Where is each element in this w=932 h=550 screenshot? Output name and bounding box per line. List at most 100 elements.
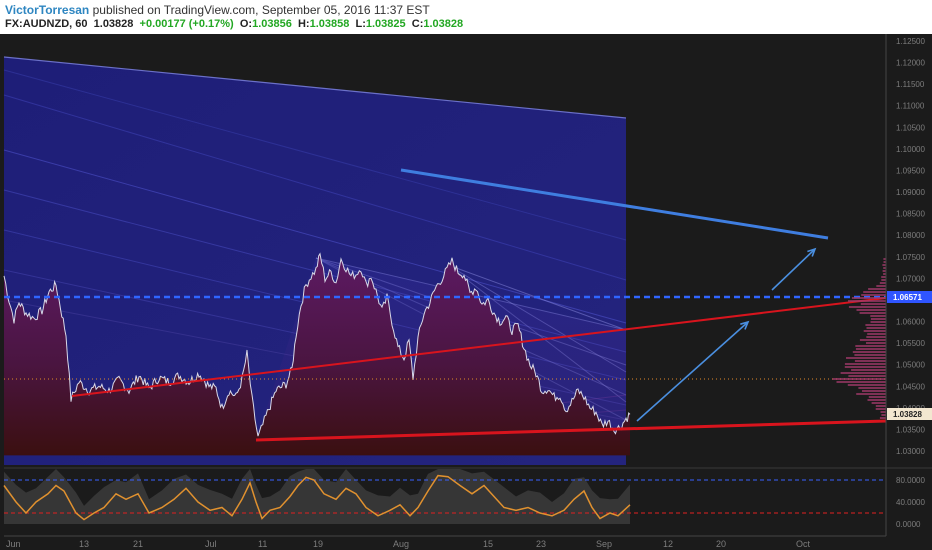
volume-bar xyxy=(882,270,886,272)
x-tick-label: Sep xyxy=(596,539,612,549)
blue-trendline xyxy=(400,168,829,240)
x-tick-label: Oct xyxy=(796,539,811,549)
volume-bar xyxy=(848,306,886,308)
arrow-up-1-head xyxy=(740,320,750,330)
y-tick-label: 1.09000 xyxy=(896,188,925,197)
volume-bar xyxy=(883,273,886,275)
volume-bar xyxy=(848,300,886,302)
volume-bar xyxy=(880,411,886,413)
close-label: C: xyxy=(411,18,424,30)
x-tick-label: 11 xyxy=(258,539,267,549)
last-price: 1.03828 xyxy=(93,18,134,30)
y-tick-label: 1.07000 xyxy=(896,274,925,283)
price-tag-label: 1.03828 xyxy=(893,410,922,419)
volume-bar xyxy=(879,417,886,419)
volume-bar xyxy=(871,402,886,404)
volume-bar xyxy=(840,372,886,374)
author-link[interactable]: VictorTorresan xyxy=(5,3,90,17)
volume-bar xyxy=(854,360,886,362)
volume-bar xyxy=(856,309,886,311)
arrow-up-1 xyxy=(636,321,749,422)
osc-tick-label: 0.0000 xyxy=(896,520,921,529)
publish-line: VictorTorresan published on TradingView.… xyxy=(5,3,430,17)
x-tick-label: 20 xyxy=(716,539,726,549)
volume-bar xyxy=(881,276,886,278)
volume-bar xyxy=(875,408,886,410)
open-label: O: xyxy=(239,18,253,30)
price-tag-bg xyxy=(887,408,932,420)
volume-bar xyxy=(882,264,886,266)
fan-line xyxy=(3,69,627,241)
volume-bar xyxy=(860,303,886,305)
y-tick-label: 1.04500 xyxy=(896,382,925,391)
symbol-label: FX:AUDNZD, 60 xyxy=(5,18,88,30)
volume-bar xyxy=(856,393,886,395)
volume-bar xyxy=(855,345,886,347)
change-value: +0.00177 (+0.17%) xyxy=(139,18,234,30)
y-tick-label: 1.08500 xyxy=(896,210,925,219)
x-tick-label: 13 xyxy=(79,539,89,549)
volume-bar xyxy=(851,297,886,299)
volume-bar xyxy=(836,381,886,383)
chart-header: VictorTorresan published on TradingView.… xyxy=(0,0,932,34)
volume-bar xyxy=(847,384,886,386)
y-tick-label: 1.10000 xyxy=(896,145,925,154)
published-text: published on TradingView.com, September … xyxy=(89,3,430,17)
volume-bar xyxy=(846,357,886,359)
volume-bar xyxy=(861,294,886,296)
y-tick-label: 1.12000 xyxy=(896,59,925,68)
y-tick-label: 1.11500 xyxy=(896,80,925,89)
volume-bar xyxy=(844,363,886,365)
y-tick-label: 1.03000 xyxy=(896,447,925,456)
arrow-up-2-head xyxy=(807,247,817,257)
red-lower-trendline xyxy=(255,419,887,442)
volume-bar xyxy=(867,399,886,401)
volume-bar xyxy=(851,369,886,371)
high-label: H: xyxy=(297,18,310,30)
x-tick-label: Jun xyxy=(6,539,21,549)
y-tick-label: 1.07500 xyxy=(896,253,925,262)
symbol-line: FX:AUDNZD, 60 1.03828 +0.00177 (+0.17%) … xyxy=(5,18,463,30)
y-tick-label: 1.03500 xyxy=(896,425,925,434)
volume-bar xyxy=(870,318,886,320)
close-value: 1.03828 xyxy=(423,18,464,30)
y-tick-label: 1.12500 xyxy=(896,37,925,46)
volume-bar xyxy=(848,375,886,377)
fan-line xyxy=(3,94,627,281)
volume-bar xyxy=(854,354,886,356)
volume-bar xyxy=(868,288,886,290)
y-tick-label: 1.08000 xyxy=(896,231,925,240)
volume-bar xyxy=(865,324,886,326)
x-tick-label: Aug xyxy=(393,539,409,549)
volume-bar xyxy=(855,348,886,350)
oscillator xyxy=(3,469,886,524)
volume-bar xyxy=(866,327,886,329)
volume-bar xyxy=(858,387,886,389)
level-tag-label: 1.06571 xyxy=(893,293,922,302)
fan-line xyxy=(3,149,627,324)
price-area xyxy=(4,253,630,456)
volume-bar xyxy=(852,351,886,353)
volume-bar xyxy=(883,267,886,269)
high-value: 1.03858 xyxy=(309,18,350,30)
volume-bar xyxy=(832,378,886,380)
volume-bar xyxy=(876,285,886,287)
volume-bar xyxy=(866,342,886,344)
osc-tick-label: 40.0000 xyxy=(896,498,925,507)
arrow-up-2 xyxy=(771,248,816,291)
y-tick-label: 1.05500 xyxy=(896,339,925,348)
volume-bar xyxy=(879,282,886,284)
volume-bar xyxy=(868,396,886,398)
volume-bar xyxy=(870,321,886,323)
y-tick-label: 1.09500 xyxy=(896,167,925,176)
level-tag-bg xyxy=(887,291,932,303)
x-tick-label: 19 xyxy=(313,539,323,549)
y-tick-label: 1.11000 xyxy=(896,102,925,111)
red-upper-trendline xyxy=(71,297,887,397)
volume-bar xyxy=(881,279,886,281)
open-value: 1.03856 xyxy=(252,18,292,30)
x-tick-label: Jul xyxy=(205,539,217,549)
x-tick-label: 23 xyxy=(536,539,546,549)
volume-bar xyxy=(863,330,886,332)
